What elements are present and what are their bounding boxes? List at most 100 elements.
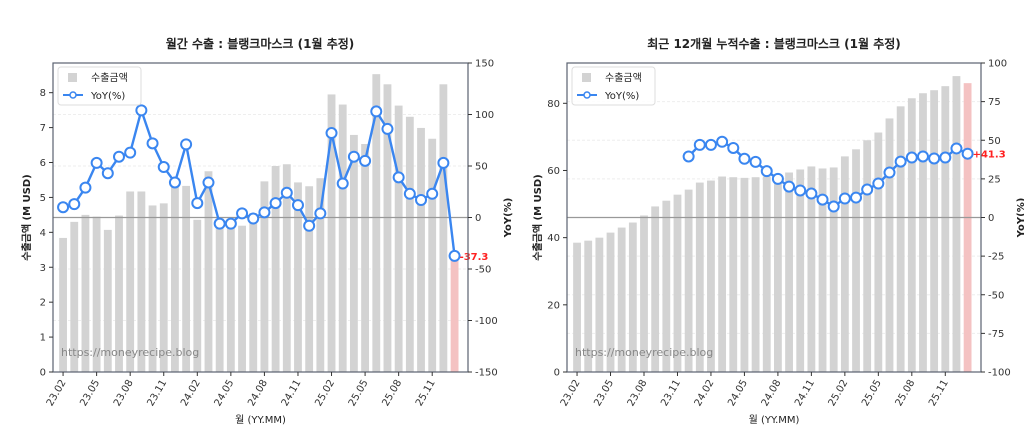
yoy-marker [749,155,762,168]
bar [103,229,112,372]
yoy-marker [180,138,193,151]
x-axis-label: 월 (YY.MM) [749,414,800,426]
chart-panel-2: 최근 12개월 누적수출 : 블랭크마스크 (1월 추정) +41.3 0 20 40 6… [531,36,1024,426]
bar [70,221,79,372]
x-tick-label: 23.05 [78,378,102,408]
bar [193,219,202,372]
yoy-marker [727,141,740,154]
watermark: https://moneyrecipe.blog [61,346,199,359]
yoy-marker [269,197,282,210]
yoy-marker [950,142,963,155]
yoy-marker [291,199,304,212]
yoy-marker [426,187,439,200]
x-tick-label: 23.11 [145,378,169,408]
x-tick-label: 25.05 [860,378,884,408]
x-tick-label: 24.08 [760,378,784,408]
bar [282,164,291,372]
yoy-marker [68,198,81,211]
y-tick-label: 2 [40,298,46,309]
x-tick-label: 23.08 [626,378,650,408]
bar [338,104,347,372]
yoy-marker [738,152,751,165]
x-tick-label: 25.05 [347,378,371,408]
yoy-marker [682,150,695,163]
yoy-marker [57,201,70,214]
watermark: https://moneyrecipe.blog [575,346,713,359]
yoy-marker [939,151,952,164]
y2-tick-label: 50 [988,136,1001,147]
x-tick-label: 23.11 [659,378,683,408]
bar [628,222,637,372]
bar [707,180,715,372]
yoy-marker [79,181,92,194]
bar [863,140,872,372]
yoy-marker [693,138,706,151]
yoy-marker [370,105,383,118]
bar [651,206,660,372]
bar [919,93,927,372]
yoy-marker [392,171,405,184]
legend-label-bar: 수출금액 [91,72,128,84]
y2-tick-label: -75 [988,329,1004,340]
yoy-marker [90,156,103,169]
y-tick-label: 3 [40,263,46,274]
bar [316,178,325,372]
bar [171,185,179,372]
bar [662,200,671,372]
y2-tick-label: 100 [475,110,494,121]
legend: 수출금액 YoY(%) [57,66,142,106]
chart-panel-1: 월간 수출 : 블랭크마스크 (1월 추정) -37.3 0 1 2 3 4 5 6 7 8 -150… [20,36,514,426]
bar [774,177,782,372]
bar [885,118,894,372]
x-tick-label: 23.08 [112,378,136,408]
yoy-marker [838,192,851,205]
bar [81,214,90,372]
legend: 수출금액 YoY(%) [571,66,656,106]
x-tick-label: 23.02 [559,378,583,408]
yoy-marker [202,176,215,189]
yoy-marker [359,154,372,167]
bar [271,166,280,372]
bar [874,132,883,372]
yoy-marker [415,193,428,206]
bar [584,240,593,372]
y2-tick-label: -50 [988,290,1004,301]
y2-tick-label: 0 [988,213,994,224]
bar [115,215,123,372]
y-axis-label: 수출금액 (M USD) [20,174,33,260]
x-tick-label: 25.08 [894,378,918,408]
x-tick-label: 24.11 [793,378,817,408]
bar [294,182,302,372]
bar [394,105,403,372]
bar [215,218,224,372]
y-tick-label: 80 [547,99,560,110]
yoy-marker [928,152,941,165]
yoy-marker [916,150,929,163]
x-tick-label: 24.05 [726,378,750,408]
bar [785,172,793,372]
yoy-marker [861,183,874,196]
yoy-marker [191,197,204,210]
bar [126,191,135,372]
bar [796,169,805,372]
bar [807,166,816,372]
yoy-marker [224,217,237,230]
bar [907,98,916,373]
y-tick-label: 1 [40,333,46,344]
y2-axis-label: YoY(%) [1016,198,1024,239]
yoy-marker [112,150,125,163]
y2-tick-label: -25 [988,252,1004,263]
y2-tick-label: 100 [988,59,1007,70]
bar [417,127,425,372]
yoy-marker [961,147,974,160]
bar [226,220,235,372]
legend-label-bar: 수출금액 [605,72,642,84]
y-tick-label: 0 [40,368,46,379]
bar [238,225,246,372]
legend-label-line: YoY(%) [90,91,125,102]
yoy-marker [905,151,918,164]
y-tick-label: 40 [547,233,560,244]
y2-tick-label: -100 [988,368,1011,379]
bar [617,227,626,372]
